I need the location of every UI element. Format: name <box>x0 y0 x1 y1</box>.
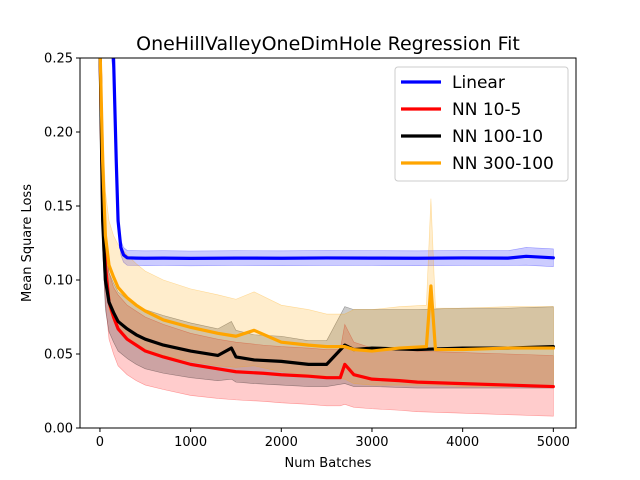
x-tick-label: 3000 <box>355 435 388 450</box>
x-tick-label: 4000 <box>446 435 479 450</box>
y-tick-label: 0.10 <box>44 274 73 289</box>
y-tick-label: 0.25 <box>44 52 73 67</box>
line-nn-100-10 <box>98 58 555 366</box>
legend-box <box>394 66 569 182</box>
legend-label-nn-10-5: NN 10-5 <box>452 100 521 120</box>
y-axis-label: Mean Square Loss <box>20 184 35 302</box>
line-nn-300-100 <box>98 58 555 353</box>
x-tick-label: 2000 <box>265 435 298 450</box>
legend-label-nn-100-10: NN 100-10 <box>452 127 543 147</box>
x-tick-label: 1000 <box>174 435 207 450</box>
y-tick-label: 0.15 <box>44 200 73 215</box>
chart-title: OneHillValleyOneDimHole Regression Fit <box>136 33 520 55</box>
legend: Linear NN 10-5 NN 100-10 NN 300-100 <box>394 66 569 182</box>
y-tick-label: 0.05 <box>44 348 73 363</box>
legend-label-linear: Linear <box>452 73 505 93</box>
y-tick-label: 0.20 <box>44 126 73 141</box>
plot-frame <box>79 57 577 429</box>
line-linear <box>111 58 555 260</box>
series-lines <box>98 58 555 389</box>
y-axis-ticks: 0.00 0.05 0.10 0.15 0.20 0.25 <box>44 52 80 437</box>
x-axis-label: Num Batches <box>285 456 372 471</box>
line-nn-10-5 <box>98 58 555 389</box>
y-tick-label: 0.00 <box>44 422 73 437</box>
x-tick-label: 0 <box>96 435 104 450</box>
band-nn-10-5 <box>99 58 554 417</box>
legend-label-nn-300-100: NN 300-100 <box>452 154 554 174</box>
x-axis-ticks: 0 1000 2000 3000 4000 5000 <box>96 428 570 450</box>
x-tick-label: 5000 <box>537 435 570 450</box>
